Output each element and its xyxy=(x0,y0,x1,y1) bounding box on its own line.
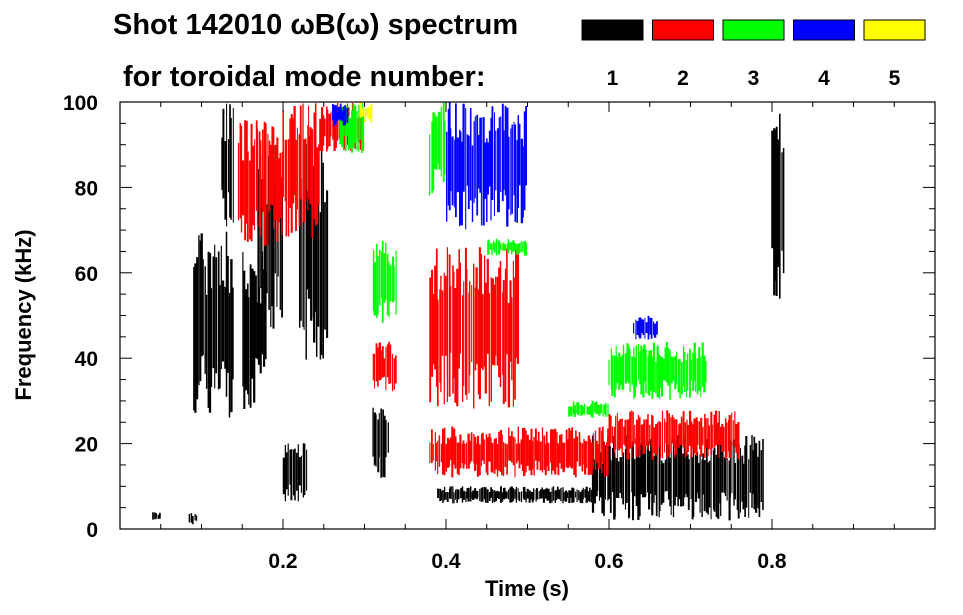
spectrogram-data xyxy=(152,102,785,525)
mode-5-region xyxy=(359,102,373,123)
y-tick-label: 60 xyxy=(75,263,98,286)
mode-1-region xyxy=(771,113,785,299)
x-tick-label: 0.4 xyxy=(431,550,461,573)
axis-ticks: 0.2 0.4 0.6 0.8 0 20 40 60 80 100 xyxy=(63,92,935,573)
mode-1-region xyxy=(242,251,267,409)
legend-swatch-4 xyxy=(793,19,855,41)
x-tick-label: 0.2 xyxy=(268,550,297,573)
mode-legend: 1 2 3 4 5 xyxy=(581,19,926,90)
mode-4-region xyxy=(446,102,527,230)
mode-1-region xyxy=(152,512,161,520)
legend-swatch-1 xyxy=(581,19,644,41)
y-tick-label: 20 xyxy=(75,434,98,457)
mode-1-region xyxy=(188,513,198,525)
legend-label-4: 4 xyxy=(818,67,830,90)
mode-1-region xyxy=(221,103,234,227)
legend-label-3: 3 xyxy=(748,67,760,90)
mode-4-region xyxy=(632,315,658,340)
y-tick-label: 100 xyxy=(63,92,98,115)
mode-3-region xyxy=(429,102,446,196)
mode-1-region xyxy=(437,486,593,504)
legend-label-1: 1 xyxy=(607,67,619,90)
legend-swatch-5 xyxy=(863,19,926,41)
legend-label-5: 5 xyxy=(889,67,901,90)
mode-1-region xyxy=(193,231,234,418)
mode-3-region xyxy=(568,400,609,418)
mode-2-region xyxy=(429,426,609,478)
chart-subtitle: for toroidal mode number: xyxy=(123,61,486,93)
y-tick-label: 40 xyxy=(75,348,98,371)
x-tick-label: 0.6 xyxy=(594,550,623,573)
chart-title: Shot 142010 ωB(ω) spectrum xyxy=(113,9,518,41)
mode-2-region xyxy=(429,247,520,409)
mode-1-region xyxy=(372,407,389,478)
x-axis-label: Time (s) xyxy=(485,576,569,601)
mode-3-region xyxy=(372,240,397,323)
mode-2-region xyxy=(608,410,740,460)
mode-4-region xyxy=(332,103,349,126)
mode-1-region xyxy=(282,443,308,502)
mode-1-region xyxy=(591,435,764,521)
legend-swatch-2 xyxy=(652,19,714,41)
mode-3-region xyxy=(487,238,528,256)
y-tick-label: 0 xyxy=(86,519,98,542)
mode-2-region xyxy=(237,120,283,246)
y-tick-label: 80 xyxy=(75,177,98,200)
y-axis-label: Frequency (kHz) xyxy=(11,229,36,400)
x-tick-label: 0.8 xyxy=(757,550,787,573)
mode-3-region xyxy=(608,342,707,400)
legend-swatch-3 xyxy=(722,19,785,41)
legend-label-2: 2 xyxy=(677,67,689,90)
mode-2-region xyxy=(372,341,397,392)
mode-2-region xyxy=(282,103,320,238)
